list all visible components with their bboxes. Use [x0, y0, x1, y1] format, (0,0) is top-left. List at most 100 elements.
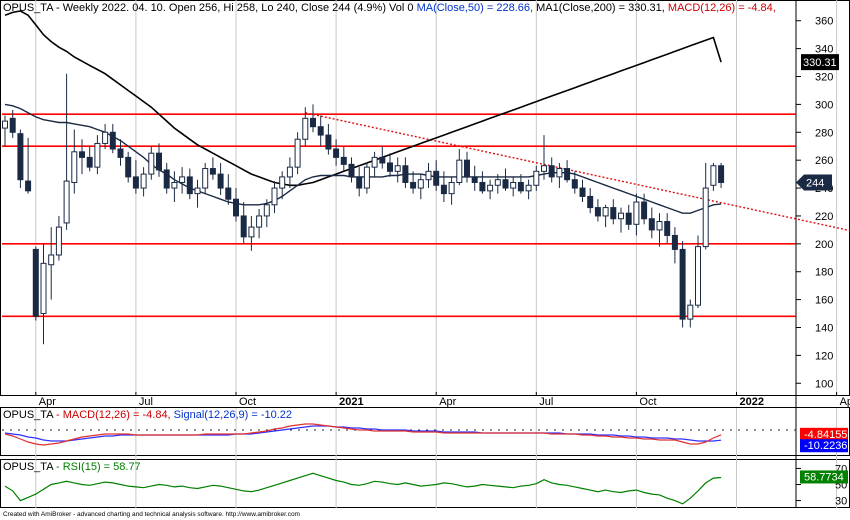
candle-up: [541, 165, 547, 172]
macd-legend: - MACD(12,26) = -4.84,: [52, 409, 171, 421]
rsi-line: [4, 472, 722, 505]
candle-down: [571, 179, 578, 189]
candle-down: [579, 187, 586, 197]
y-tick-label: 200: [815, 239, 833, 251]
last-price-marker: [796, 174, 832, 191]
rsi-symbol: OPUS_TA: [3, 461, 53, 473]
candle-up: [171, 181, 178, 189]
candle-up: [687, 304, 694, 320]
candle-down: [502, 179, 509, 189]
candle-up: [140, 173, 147, 189]
macd-symbol: OPUS_TA: [3, 409, 53, 421]
y-tick-label: 260: [815, 155, 833, 167]
y-tick-label: 160: [815, 295, 833, 307]
candle-up: [94, 142, 101, 168]
y-tick-label: 220: [815, 211, 833, 223]
candle-up: [148, 152, 155, 175]
candle-up: [2, 120, 8, 129]
candle-up: [417, 179, 424, 189]
candle-down: [464, 159, 470, 178]
candle-down: [310, 117, 316, 128]
candle-up: [494, 179, 501, 186]
y-tick-label: 360: [815, 16, 833, 28]
signal-legend: Signal(12,26,9) = -10.22: [170, 409, 293, 421]
candle-down: [17, 133, 24, 181]
candle-down: [225, 187, 232, 200]
candle-down: [433, 170, 440, 186]
rsi-legend: - RSI(15) = 58.77: [52, 461, 141, 473]
candle-up: [371, 156, 378, 168]
y-tick-label: 120: [815, 350, 833, 362]
x-tick-label: Jul: [539, 396, 553, 408]
x-tick-label: Apr: [39, 396, 56, 408]
x-tick-label: Jul: [139, 396, 153, 408]
candle-up: [286, 166, 293, 178]
y-tick-label: 340: [815, 44, 833, 56]
candle-up: [710, 165, 717, 186]
candle-up: [425, 170, 432, 181]
candle-down: [471, 176, 478, 183]
y-tick-label: 140: [815, 322, 833, 334]
candle-up: [271, 187, 278, 206]
candle-down: [625, 212, 632, 225]
candle-up: [256, 215, 263, 228]
candle-down: [387, 162, 393, 172]
candle-up: [179, 176, 186, 183]
candle-up: [263, 204, 270, 217]
candle-up: [55, 226, 62, 256]
rsi-value-label: 58.7734: [804, 471, 844, 483]
candle-up: [48, 254, 55, 266]
rsi-y-tick-label: 30: [835, 496, 847, 508]
x-tick-label: Apr: [840, 396, 850, 408]
candle-down: [410, 181, 417, 189]
macd-line: [4, 423, 722, 446]
candle-down: [86, 156, 93, 168]
ma50-line: [4, 103, 722, 214]
y-tick-label: 180: [815, 267, 833, 279]
ma200-legend: MA1(Close,200) = 330.31,: [533, 2, 665, 14]
candle-down: [125, 156, 132, 178]
footer-credit: Created with AmiBroker - advanced charti…: [3, 511, 300, 518]
candle-down: [25, 180, 32, 192]
candle-down: [548, 165, 555, 178]
candle-up: [279, 176, 286, 189]
candle-up: [656, 221, 663, 231]
candle-down: [233, 198, 239, 217]
candle-down: [32, 248, 39, 317]
price-panel-border: [0, 0, 850, 396]
price-panel-header: OPUS_TA - Weekly 2022. 04. 10. Open 256,…: [3, 2, 776, 14]
candle-up: [194, 187, 201, 195]
x-tick-label: 2022: [740, 396, 764, 408]
candle-down: [117, 148, 124, 158]
candle-up: [63, 180, 70, 224]
candle-up: [602, 207, 609, 217]
candle-down: [564, 168, 571, 181]
x-tick-label: Apr: [439, 396, 456, 408]
candle-down: [402, 165, 409, 183]
candle-down: [718, 165, 725, 183]
candle-down: [440, 184, 447, 195]
candle-up: [302, 117, 309, 140]
candle-down: [379, 156, 386, 164]
candle-up: [633, 201, 640, 225]
candle-down: [610, 207, 617, 220]
candle-down: [217, 173, 224, 189]
candle-up: [533, 170, 540, 186]
signal-value-box: [800, 439, 848, 453]
candle-up: [102, 131, 109, 144]
price-summary: - Weekly 2022. 04. 10. Open 256, Hi 258,…: [52, 2, 417, 14]
rsi-panel-header: OPUS_TA - RSI(15) = 58.77: [3, 461, 141, 473]
macd-value-label: -4.84155: [804, 429, 847, 441]
candle-up: [202, 168, 209, 189]
candle-down: [109, 131, 116, 150]
candle-down: [132, 176, 139, 189]
candle-down: [356, 176, 363, 189]
candle-up: [510, 181, 517, 189]
candle-down: [9, 117, 16, 133]
macd-panel-header: OPUS_TA - MACD(12,26) = -4.84, Signal(12…: [3, 409, 292, 421]
candle-up: [71, 151, 78, 183]
y-tick-label: 300: [815, 99, 833, 111]
candle-down: [163, 169, 170, 189]
y-tick-label: 320: [815, 72, 833, 84]
